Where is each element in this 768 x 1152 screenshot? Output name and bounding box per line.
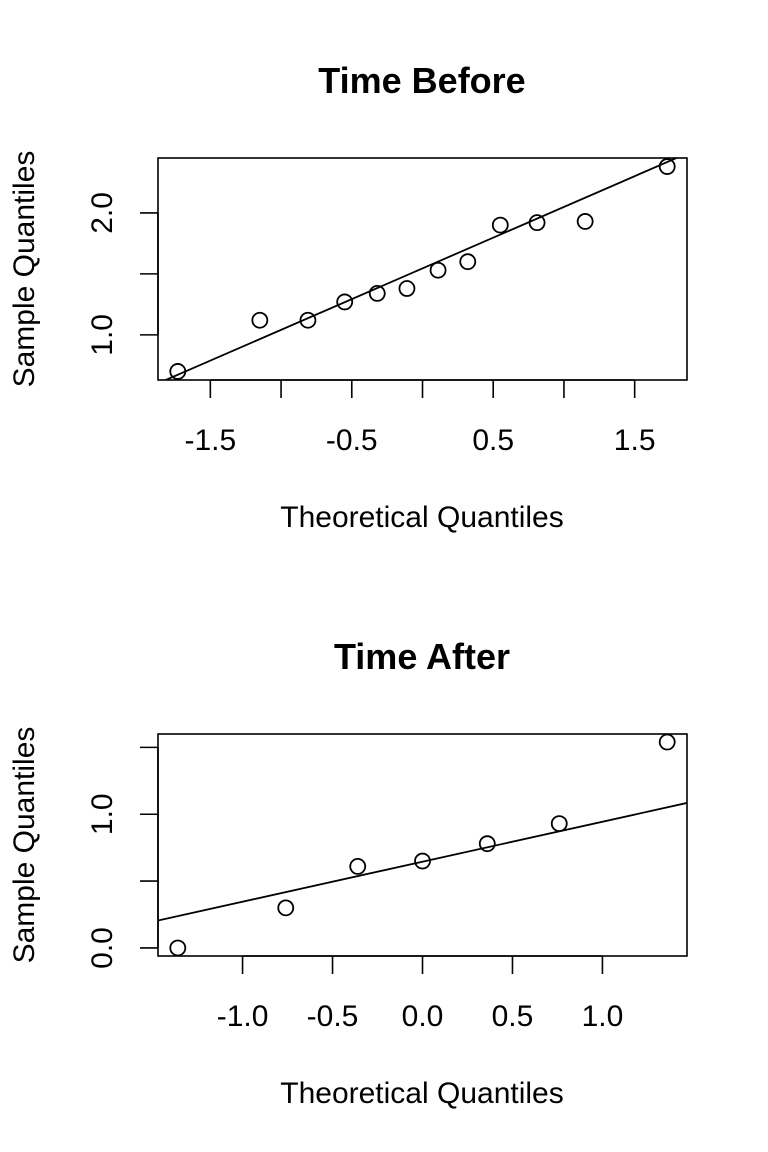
data-point — [658, 733, 676, 751]
qq-reference-line — [158, 802, 687, 922]
x-axis-label: Theoretical Quantiles — [280, 1077, 563, 1110]
x-axis-ticks: -1.0 -0.5 0.0 0.5 1.0 — [217, 955, 624, 1033]
reference-line — [163, 158, 679, 380]
plot-frame — [157, 733, 688, 957]
data-points — [169, 733, 676, 957]
x-tick-label: -0.5 — [326, 424, 378, 457]
qq-reference-line — [163, 158, 679, 380]
x-tick-label: 0.5 — [492, 1000, 534, 1033]
y-axis-ticks: 0.0 1.0 — [86, 746, 159, 969]
y-tick-label: 1.0 — [86, 793, 119, 835]
data-point — [169, 363, 187, 380]
chart-title: Time Before — [318, 60, 525, 101]
data-point — [414, 852, 431, 870]
qq-plot-panel-time-after: Time After Theoretical Quantiles Sample … — [8, 636, 688, 1110]
data-point — [429, 261, 447, 279]
data-point — [368, 284, 386, 302]
chart-title: Time After — [334, 636, 510, 677]
data-point — [251, 311, 269, 329]
data-point — [550, 815, 568, 833]
x-tick-label: -0.5 — [307, 1000, 359, 1033]
data-point — [528, 214, 546, 232]
x-tick-label: 1.0 — [582, 1000, 624, 1033]
data-point — [398, 280, 416, 297]
data-point — [349, 857, 367, 875]
data-point — [459, 253, 477, 271]
data-point — [299, 311, 317, 329]
data-point — [576, 213, 594, 230]
data-point — [478, 835, 496, 853]
data-point — [336, 293, 354, 311]
x-tick-label: 1.5 — [614, 424, 656, 457]
y-tick-label: 0.0 — [86, 927, 119, 969]
qq-plot-panel-time-before: Time Before Theoretical Quantiles Sample… — [8, 60, 688, 534]
data-point — [277, 899, 295, 917]
y-tick-label: 1.0 — [86, 314, 119, 356]
x-tick-label: -1.0 — [217, 1000, 269, 1033]
x-axis-label: Theoretical Quantiles — [280, 501, 563, 534]
x-tick-label: 0.0 — [402, 1000, 444, 1033]
y-axis-label: Sample Quantiles — [8, 151, 41, 388]
data-point — [491, 216, 509, 234]
x-axis-ticks: -1.5 -0.5 0.5 1.5 — [184, 379, 656, 457]
y-tick-label: 2.0 — [86, 192, 119, 234]
y-axis-ticks: 1.0 2.0 — [86, 192, 159, 356]
y-axis-label: Sample Quantiles — [8, 727, 41, 964]
data-point — [169, 939, 187, 957]
data-points — [169, 158, 676, 380]
reference-line — [158, 802, 687, 922]
x-tick-label: -1.5 — [184, 424, 236, 457]
x-tick-label: 0.5 — [472, 424, 514, 457]
data-point — [658, 158, 676, 175]
